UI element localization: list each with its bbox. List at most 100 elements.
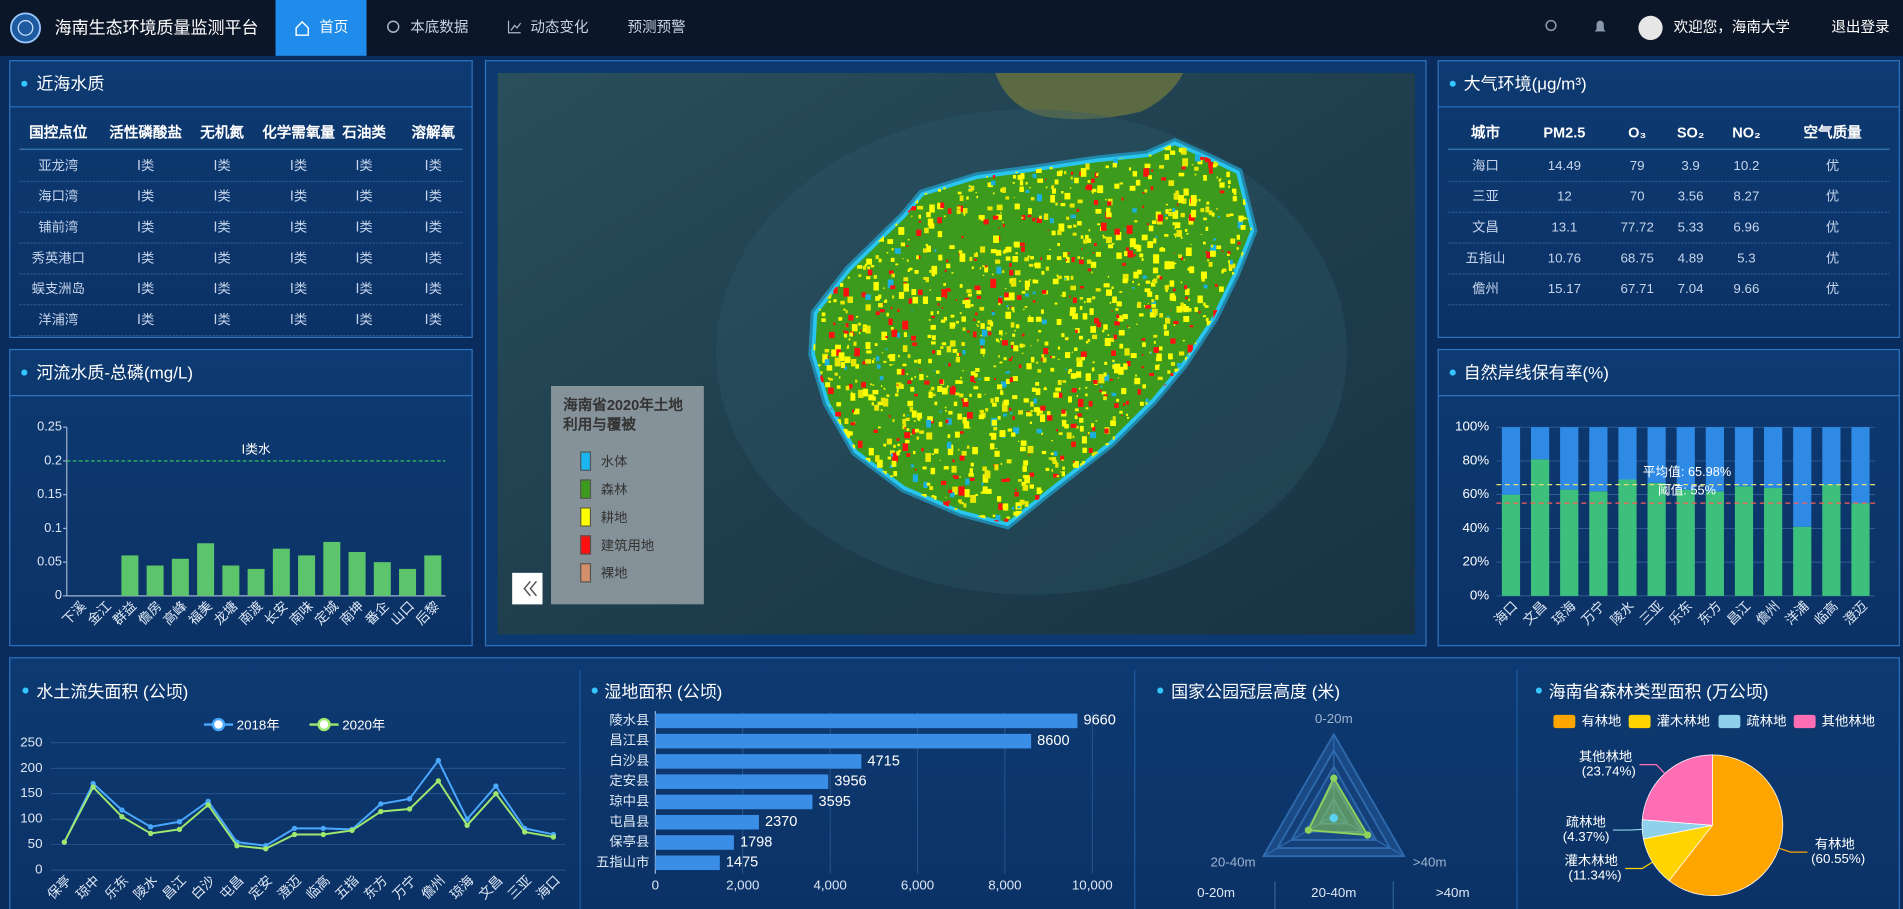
bar-segment [1822, 484, 1841, 596]
nav-item[interactable]: 预测预警 [627, 19, 685, 36]
land-patch [1177, 363, 1182, 367]
land-patch [999, 430, 1006, 438]
land-patch [1076, 359, 1083, 367]
bell-icon[interactable] [1594, 20, 1606, 32]
land-patch [929, 204, 935, 213]
land-patch [1081, 247, 1083, 250]
land-patch [912, 342, 917, 346]
logout[interactable]: 退出登录 [1831, 19, 1889, 36]
land-patch [1133, 271, 1139, 279]
table-cell: 5.3 [1737, 250, 1756, 265]
land-patch [1208, 210, 1213, 216]
land-patch [1077, 398, 1084, 407]
land-patch [931, 495, 935, 498]
land-patch [968, 473, 974, 477]
land-patch [1122, 402, 1126, 407]
land-patch [1180, 302, 1184, 308]
land-patch [1032, 291, 1036, 294]
land-patch [1167, 284, 1169, 288]
bar-segment [1764, 487, 1783, 596]
nav-item[interactable]: 动态变化 [530, 19, 588, 36]
land-patch [1152, 220, 1157, 225]
y-tick-label: 昌江县 [609, 733, 649, 748]
land-patch [1173, 320, 1179, 325]
point [205, 802, 211, 808]
land-patch [1149, 312, 1154, 318]
table-header: 城市 [1471, 123, 1501, 141]
table-cell: Ⅰ类 [137, 312, 154, 327]
land-patch [1071, 351, 1074, 353]
bar-segment [1589, 427, 1608, 492]
land-patch [1213, 160, 1219, 166]
land-patch [961, 235, 964, 239]
land-patch [1122, 273, 1129, 282]
land-patch [999, 361, 1003, 364]
land-patch [1226, 213, 1231, 218]
land-patch [1023, 308, 1025, 311]
land-patch [1000, 338, 1002, 341]
table-cell: 68.75 [1621, 250, 1654, 265]
land-patch [959, 455, 965, 461]
land-patch [1126, 247, 1129, 251]
land-patch [966, 196, 969, 200]
land-patch [973, 253, 979, 257]
land-patch [1091, 452, 1095, 457]
land-patch [1071, 257, 1075, 263]
land-patch [1061, 471, 1065, 477]
land-patch [828, 331, 835, 339]
land-patch [992, 310, 994, 312]
collapse-button[interactable] [512, 572, 543, 605]
land-patch [886, 438, 893, 445]
land-patch [1181, 147, 1187, 155]
land-patch [1013, 197, 1015, 198]
land-patch [1051, 457, 1057, 462]
land-patch [1205, 250, 1207, 253]
point [493, 783, 499, 789]
land-patch [824, 359, 830, 366]
land-patch [931, 453, 934, 455]
land-patch [1080, 351, 1087, 357]
table-cell: 秀英港口 [32, 249, 85, 265]
land-patch [956, 352, 960, 357]
land-patch [998, 330, 1003, 335]
search-icon[interactable] [1545, 19, 1557, 32]
land-patch [873, 274, 877, 279]
land-patch [1191, 209, 1197, 218]
land-patch [1221, 250, 1224, 252]
land-patch [946, 385, 949, 388]
land-patch [894, 248, 901, 254]
land-patch [1237, 220, 1243, 229]
land-patch [1002, 413, 1007, 417]
land-patch [1072, 460, 1075, 463]
land-patch [949, 245, 955, 250]
land-patch [1092, 361, 1095, 364]
land-patch [1030, 345, 1032, 347]
land-patch [917, 358, 922, 364]
radar-area [1307, 776, 1370, 837]
land-patch [1147, 241, 1154, 248]
table-cell: Ⅰ类 [213, 219, 230, 234]
land-patch [1057, 346, 1061, 350]
land-patch [978, 414, 985, 420]
bar-segment [1501, 427, 1521, 495]
land-patch [886, 312, 889, 317]
nav-item[interactable]: 首页 [319, 19, 348, 36]
point [320, 831, 326, 838]
land-patch [835, 348, 841, 356]
land-patch [879, 309, 885, 313]
land-patch [916, 412, 922, 419]
land-patch [872, 384, 875, 386]
land-patch [1009, 377, 1014, 383]
land-patch [1021, 481, 1026, 486]
bar-segment [1705, 427, 1724, 492]
radar-point [1330, 774, 1338, 782]
land-patch [1009, 263, 1012, 267]
table-header: O₃ [1628, 125, 1646, 141]
nav-item[interactable]: 本底数据 [410, 19, 468, 36]
land-patch [1238, 219, 1243, 222]
land-patch [1093, 200, 1099, 205]
table-cell: 10.76 [1548, 250, 1581, 265]
land-patch [1019, 280, 1021, 283]
land-patch [1129, 185, 1136, 191]
table-header: 无机氮 [200, 123, 244, 141]
